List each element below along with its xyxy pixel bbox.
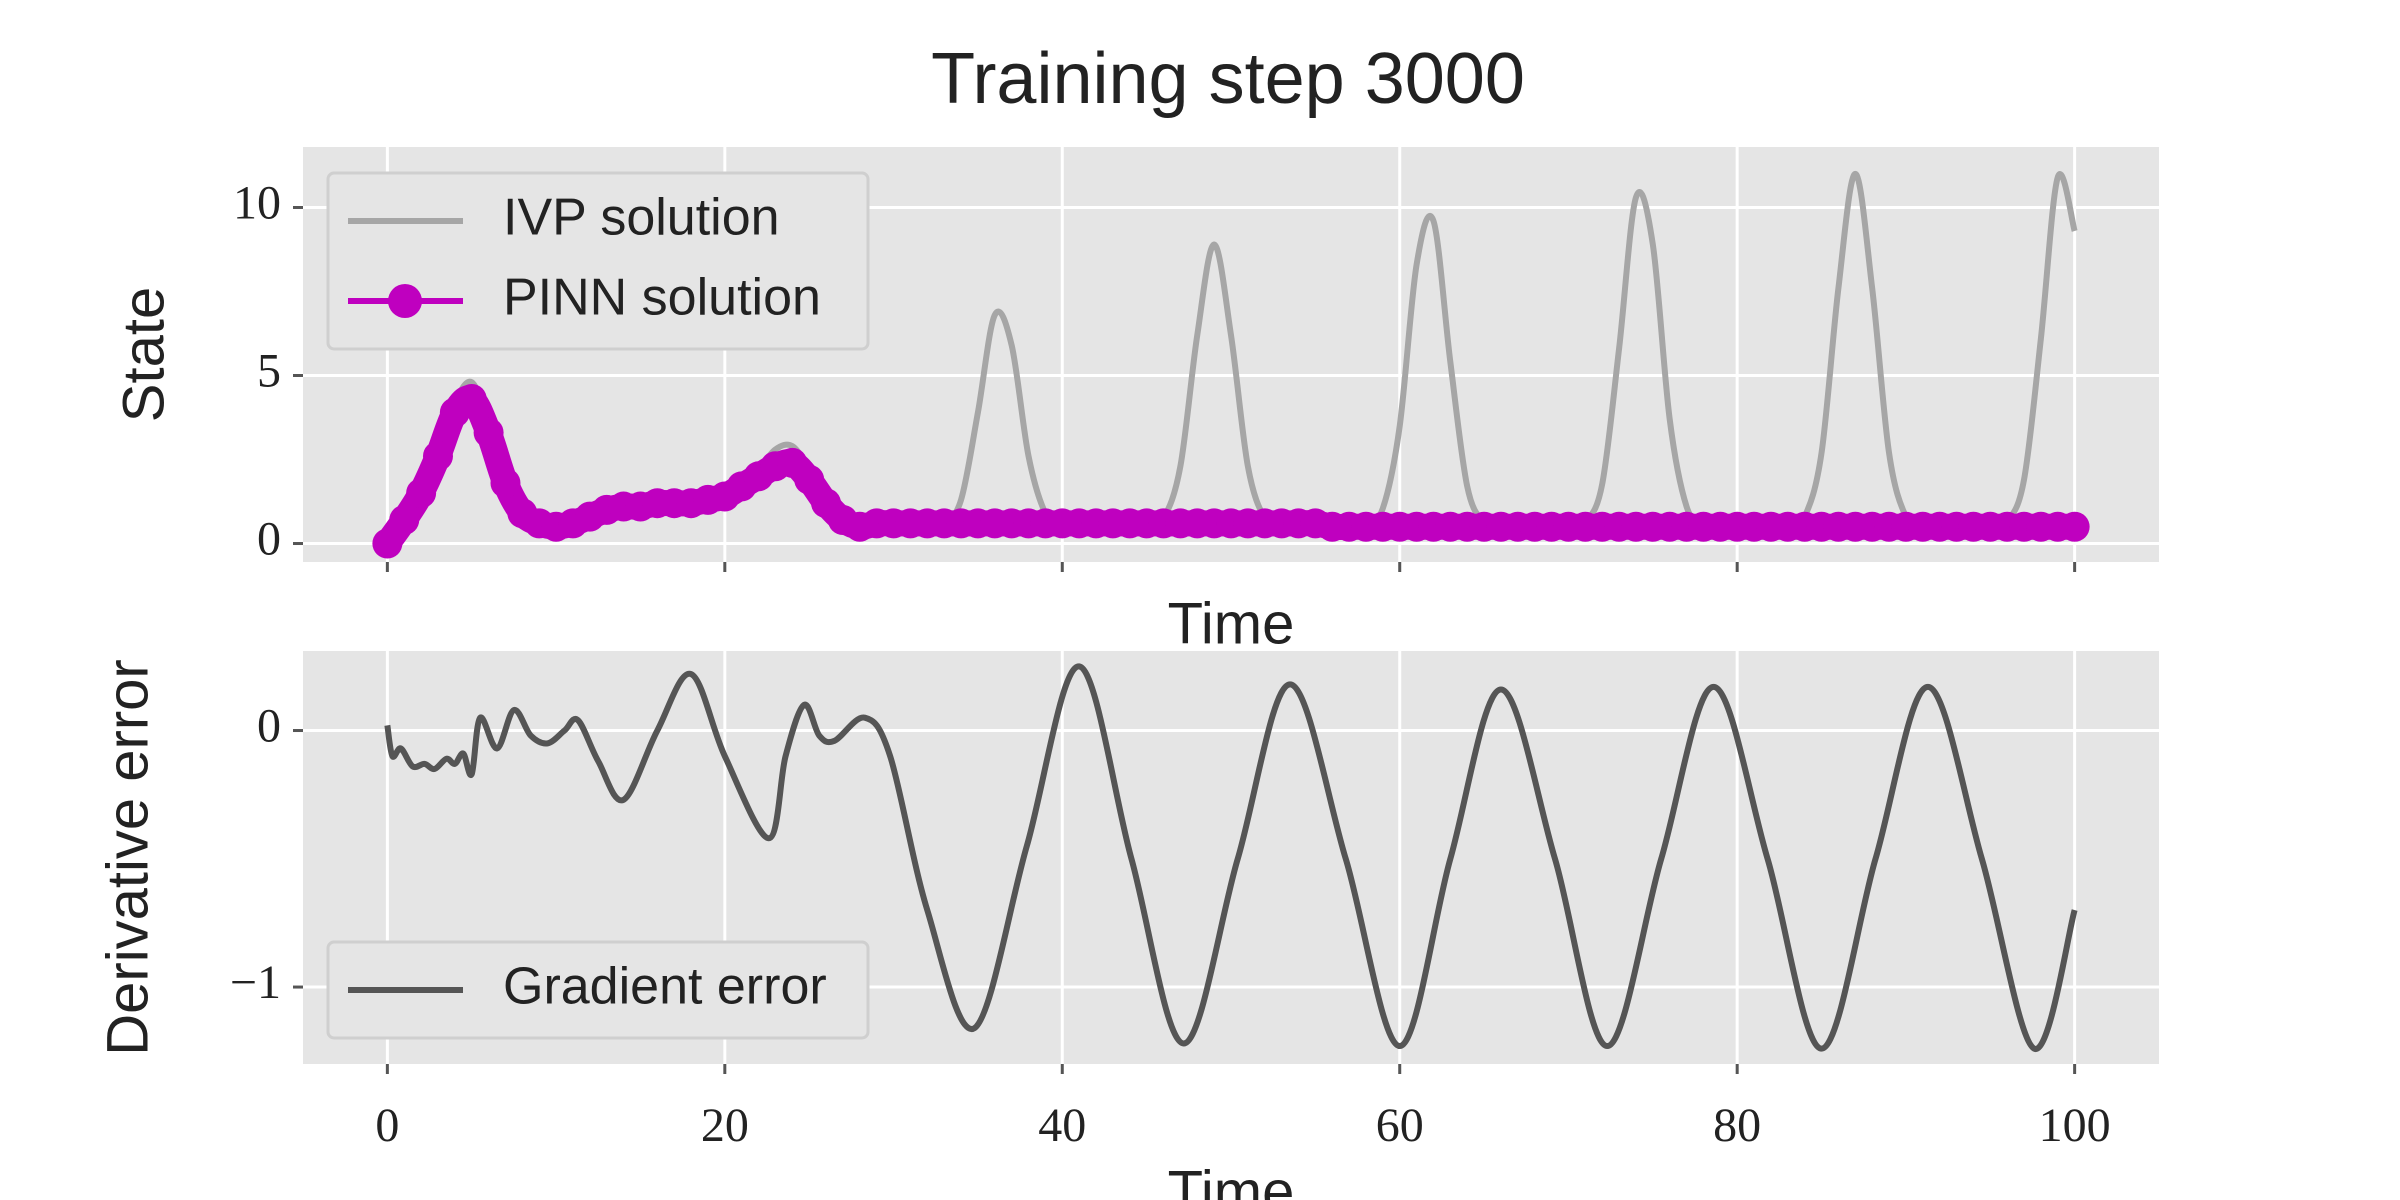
point <box>473 417 504 448</box>
legend-box <box>326 940 870 1040</box>
y-tick-label: 0 <box>257 700 281 753</box>
y-tick-label: 5 <box>257 345 281 398</box>
x-tick-label: 80 <box>1713 1099 1761 1152</box>
x-axis-label: Time <box>1168 591 1295 656</box>
legend-box <box>326 171 870 351</box>
chart-title: Training step 3000 <box>931 39 1525 119</box>
y-tick-label: 10 <box>233 177 281 230</box>
point <box>490 468 521 499</box>
legend-label: Gradient error <box>503 958 827 1016</box>
point <box>406 478 437 509</box>
point <box>422 441 453 472</box>
x-tick-label: 20 <box>701 1099 749 1152</box>
x-tick-label: 60 <box>1376 1099 1424 1152</box>
legend: Gradient error <box>326 940 870 1040</box>
point <box>794 464 825 495</box>
legend-label: PINN solution <box>503 269 821 327</box>
x-tick-label: 40 <box>1038 1099 1086 1152</box>
point <box>389 504 420 535</box>
series-line <box>384 663 2078 1052</box>
x-tick-label: 100 <box>2039 1099 2111 1152</box>
point <box>2059 511 2090 542</box>
plot-area <box>384 663 2078 1052</box>
x-axis-label: Time <box>1168 1159 1295 1200</box>
y-tick-label: 0 <box>257 513 281 566</box>
y-axis-label: Derivative error <box>95 659 160 1055</box>
legend: IVP solution PINN solution <box>326 171 870 351</box>
point <box>372 528 403 559</box>
legend-marker <box>388 284 422 318</box>
y-axis-label: State <box>111 287 176 422</box>
x-tick-label: 0 <box>375 1099 399 1152</box>
y-tick-label: −1 <box>230 956 281 1009</box>
point <box>456 384 487 415</box>
plot-area <box>372 170 2090 559</box>
legend-label: IVP solution <box>503 189 780 247</box>
